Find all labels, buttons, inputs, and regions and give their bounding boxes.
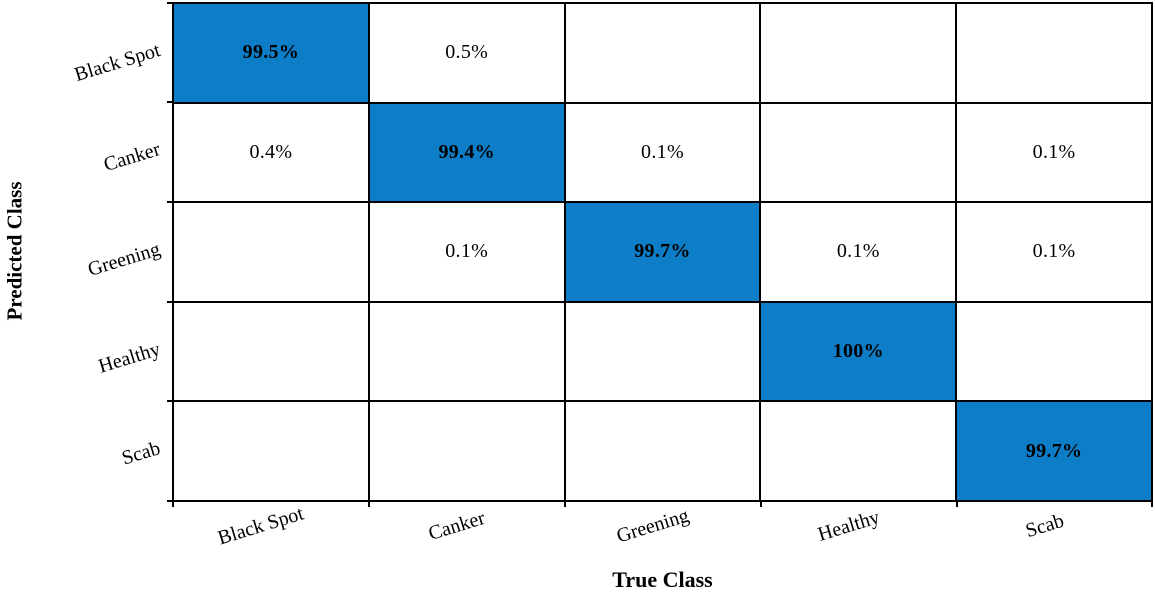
cell-scab-greening [565, 402, 760, 500]
y-axis-tick [167, 101, 172, 103]
x-axis-tick [956, 502, 958, 507]
x-axis-tick [172, 502, 174, 507]
cell-healthy-greening [565, 302, 760, 401]
cell-blackspot-greening [565, 4, 760, 102]
cell-greening-blackspot [174, 203, 368, 301]
cell-greening-scab: 0.1% [957, 203, 1151, 301]
y-axis-tick [167, 2, 172, 4]
cell-greening-greening: 99.7% [565, 203, 760, 301]
cell-healthy-blackspot [174, 302, 368, 401]
cell-scab-scab: 99.7% [957, 402, 1151, 500]
row-label-scab: Scab [119, 437, 163, 470]
x-axis-tick [368, 502, 370, 507]
cell-canker-blackspot: 0.4% [174, 103, 368, 202]
cell-canker-canker: 99.4% [369, 103, 564, 202]
x-axis-tick [1151, 502, 1153, 507]
x-axis-tick [564, 502, 566, 507]
row-label-canker: Canker [101, 138, 163, 177]
cell-healthy-scab [957, 302, 1151, 401]
cell-blackspot-scab [957, 4, 1151, 102]
x-axis-title: True Class [612, 567, 713, 592]
y-axis-tick [167, 201, 172, 203]
x-axis-tick [760, 502, 762, 507]
cell-canker-healthy [761, 103, 956, 202]
y-axis-tick [167, 400, 172, 402]
y-axis-tick [167, 301, 172, 303]
cell-scab-canker [369, 402, 564, 500]
cell-canker-greening: 0.1% [565, 103, 760, 202]
cell-scab-healthy [761, 402, 956, 500]
cell-healthy-canker [369, 302, 564, 401]
cell-canker-scab: 0.1% [957, 103, 1151, 202]
row-label-healthy: Healthy [95, 338, 163, 378]
cell-healthy-healthy: 100% [761, 302, 956, 401]
cell-scab-blackspot [174, 402, 368, 500]
matrix-grid: 99.5% 0.5% 0.4% 99.4% 0.1% 0.1% 0.1% 99.… [172, 2, 1153, 502]
y-axis-tick [167, 500, 172, 502]
cell-blackspot-canker: 0.5% [369, 4, 564, 102]
row-label-black-spot: Black Spot [71, 39, 163, 87]
cell-blackspot-blackspot: 99.5% [174, 4, 368, 102]
cell-blackspot-healthy [761, 4, 956, 102]
cell-greening-healthy: 0.1% [761, 203, 956, 301]
cell-greening-canker: 0.1% [369, 203, 564, 301]
